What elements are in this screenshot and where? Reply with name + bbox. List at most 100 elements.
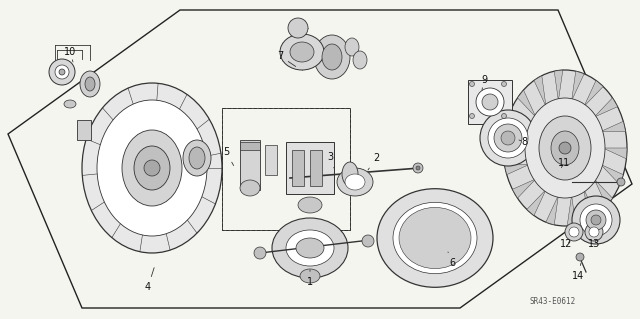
Text: 7: 7	[277, 51, 296, 66]
Polygon shape	[567, 195, 576, 226]
Circle shape	[565, 223, 583, 241]
Ellipse shape	[286, 230, 334, 266]
Circle shape	[559, 142, 571, 154]
Circle shape	[254, 247, 266, 259]
Circle shape	[288, 18, 308, 38]
Ellipse shape	[480, 110, 536, 166]
Text: 8: 8	[519, 137, 527, 147]
Polygon shape	[504, 164, 529, 175]
Circle shape	[502, 81, 506, 86]
Bar	[240, 142, 260, 150]
Text: 13: 13	[588, 239, 600, 249]
Ellipse shape	[272, 218, 348, 278]
Text: SR43-E0612: SR43-E0612	[530, 298, 576, 307]
Polygon shape	[584, 80, 603, 107]
Text: 9: 9	[481, 75, 487, 90]
Ellipse shape	[322, 44, 342, 70]
Text: 14: 14	[572, 263, 584, 281]
Ellipse shape	[345, 174, 365, 190]
Ellipse shape	[353, 51, 367, 69]
Ellipse shape	[488, 118, 528, 158]
Circle shape	[589, 227, 599, 237]
Ellipse shape	[122, 130, 182, 206]
Circle shape	[144, 160, 160, 176]
Circle shape	[569, 227, 579, 237]
Polygon shape	[594, 98, 618, 117]
Ellipse shape	[501, 131, 515, 145]
Ellipse shape	[525, 98, 605, 198]
Text: 6: 6	[448, 252, 455, 268]
Ellipse shape	[183, 140, 211, 176]
Polygon shape	[507, 111, 529, 131]
Circle shape	[362, 235, 374, 247]
Circle shape	[470, 114, 474, 118]
Polygon shape	[572, 71, 584, 101]
Ellipse shape	[300, 269, 320, 283]
Bar	[222, 108, 350, 230]
Text: 10: 10	[64, 47, 76, 62]
Circle shape	[59, 69, 65, 75]
Ellipse shape	[393, 202, 477, 274]
Ellipse shape	[240, 180, 260, 196]
Polygon shape	[534, 76, 546, 107]
Bar	[265, 145, 277, 175]
Polygon shape	[601, 121, 626, 132]
Circle shape	[476, 88, 504, 116]
Polygon shape	[8, 10, 632, 308]
Ellipse shape	[377, 189, 493, 287]
Text: 11: 11	[558, 158, 570, 168]
Ellipse shape	[296, 238, 324, 258]
Circle shape	[55, 65, 69, 79]
Ellipse shape	[85, 77, 95, 91]
Polygon shape	[554, 70, 563, 101]
Polygon shape	[546, 195, 559, 225]
Text: 4: 4	[145, 268, 154, 292]
Ellipse shape	[314, 35, 350, 79]
Bar	[77, 120, 91, 140]
Text: 3: 3	[327, 152, 334, 168]
Ellipse shape	[82, 83, 222, 253]
Text: 2: 2	[368, 153, 379, 170]
Ellipse shape	[580, 204, 612, 236]
Ellipse shape	[551, 131, 579, 165]
Circle shape	[591, 215, 601, 225]
Polygon shape	[601, 164, 623, 185]
Ellipse shape	[280, 34, 324, 70]
Circle shape	[585, 223, 603, 241]
Ellipse shape	[337, 168, 373, 196]
Polygon shape	[584, 189, 596, 220]
Ellipse shape	[342, 162, 358, 186]
Text: 5: 5	[223, 147, 234, 166]
Ellipse shape	[64, 100, 76, 108]
Ellipse shape	[399, 207, 471, 269]
Bar	[286, 142, 334, 194]
Polygon shape	[594, 179, 612, 206]
Polygon shape	[518, 90, 536, 117]
Ellipse shape	[539, 116, 591, 180]
Polygon shape	[603, 148, 627, 159]
Circle shape	[413, 163, 423, 173]
Ellipse shape	[572, 196, 620, 244]
Ellipse shape	[345, 38, 359, 56]
Ellipse shape	[134, 146, 170, 190]
Circle shape	[416, 166, 420, 170]
Ellipse shape	[298, 197, 322, 213]
Bar	[468, 80, 512, 124]
Circle shape	[470, 81, 474, 86]
Circle shape	[576, 253, 584, 261]
Ellipse shape	[586, 210, 606, 230]
Polygon shape	[527, 189, 546, 216]
Circle shape	[49, 59, 75, 85]
Ellipse shape	[189, 147, 205, 169]
Ellipse shape	[80, 71, 100, 97]
Text: 12: 12	[560, 239, 572, 249]
Polygon shape	[503, 137, 527, 148]
Ellipse shape	[494, 124, 522, 152]
Circle shape	[502, 114, 506, 118]
Circle shape	[617, 178, 625, 186]
Ellipse shape	[290, 42, 314, 62]
Polygon shape	[513, 179, 536, 198]
Text: 1: 1	[307, 270, 313, 287]
Ellipse shape	[503, 70, 627, 226]
Bar	[310, 150, 322, 186]
